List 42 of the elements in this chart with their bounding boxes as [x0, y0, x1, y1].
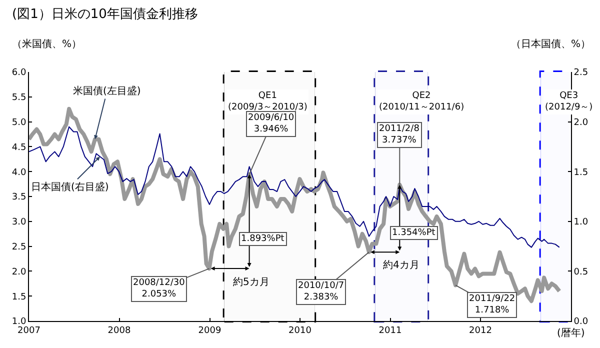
y-axis-title: （米国債、%）: [12, 38, 82, 50]
x-tick-label: 2009: [198, 326, 222, 336]
y-tick-label: 5.5: [12, 93, 26, 104]
x-tick-label: 2010: [288, 326, 312, 336]
y-tick-label: 3.0: [12, 218, 26, 228]
y-tick-label: 2.5: [12, 242, 26, 252]
y2-axis-title: （日本国債、%）: [511, 38, 591, 50]
annotation: 2009/6/10 3.946%: [248, 113, 294, 135]
band-label: QE3 (2012/9～): [545, 91, 593, 113]
y-tick-label: 2.0: [12, 267, 26, 278]
annotation: 1.893%Pt: [241, 234, 285, 244]
annotation: 約4カ月: [383, 260, 420, 271]
y2-tick-label: 0.0: [574, 317, 588, 328]
annotation: 2011/2/8 3.737%: [379, 124, 420, 146]
y2-tick-label: 1.5: [574, 168, 588, 178]
y-tick-label: 1.5: [12, 292, 26, 302]
series-label: 日本国債(右目盛): [31, 181, 109, 193]
chart-title: (図1）日米の10年国債金利推移: [12, 7, 198, 22]
y-tick-label: 5.0: [12, 118, 26, 128]
x-tick-label: 2007: [18, 326, 40, 336]
y2-tick-label: 2.0: [574, 118, 588, 128]
annotation: 2011/9/22 1.718%: [469, 294, 516, 316]
y2-tick-label: 1.0: [574, 218, 588, 228]
x-tick-label: 2011: [378, 326, 402, 336]
y-tick-label: 6.0: [12, 68, 26, 78]
x-tick-label: 2008: [108, 326, 131, 336]
annotation: 2010/10/7 2.383%: [298, 281, 344, 303]
series-label: 米国債(左目盛): [73, 85, 141, 97]
line-series: [29, 126, 560, 248]
band-label: QE2 (2010/11～2011/6): [379, 91, 464, 113]
band-label: QE1 (2009/3～2010/3): [228, 91, 308, 113]
x-tick-label: 2012: [469, 326, 492, 336]
y-tick-label: 3.5: [12, 192, 26, 203]
y-tick-label: 4.5: [12, 142, 26, 153]
y-tick-label: 1.0: [12, 317, 26, 328]
annotation: 約5カ月: [233, 277, 270, 288]
y2-tick-label: 2.5: [574, 68, 588, 78]
annotation: 1.354%Pt: [392, 228, 436, 238]
y-tick-label: 4.0: [12, 168, 26, 178]
x-axis-title: (暦年): [557, 327, 585, 339]
y2-tick-label: 0.5: [574, 267, 588, 278]
annotation: 2008/12/30 2.053%: [133, 278, 186, 300]
